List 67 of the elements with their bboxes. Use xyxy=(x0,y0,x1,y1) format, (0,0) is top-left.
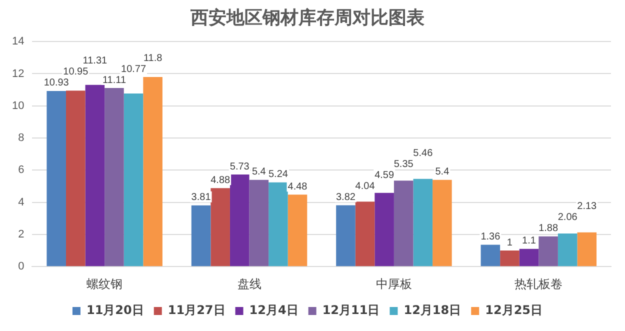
bar xyxy=(355,202,375,266)
bar xyxy=(538,236,558,266)
legend-label: 11月27日 xyxy=(168,303,226,318)
data-label: 11.31 xyxy=(82,56,108,67)
bar xyxy=(85,84,105,266)
bar xyxy=(46,90,66,266)
data-label: 4.59 xyxy=(374,170,394,181)
bar xyxy=(230,174,250,266)
legend-label: 11月20日 xyxy=(86,303,144,318)
y-tick-label: 6 xyxy=(18,164,24,176)
y-tick-label: 8 xyxy=(18,132,24,144)
bar xyxy=(558,233,578,266)
data-label: 5.4 xyxy=(252,166,266,178)
bar xyxy=(577,232,597,266)
y-tick-label: 2 xyxy=(18,228,24,240)
bar xyxy=(519,248,539,266)
data-label: 1.36 xyxy=(480,231,501,242)
data-label: 10.77 xyxy=(121,64,146,75)
bar xyxy=(124,94,144,266)
data-label: 11.8 xyxy=(143,52,163,64)
bar xyxy=(249,180,269,266)
data-label: 2.13 xyxy=(577,201,598,212)
data-label: 10.93 xyxy=(44,78,70,89)
bar xyxy=(374,192,394,266)
x-tick-label: 中厚板 xyxy=(376,277,412,292)
bar xyxy=(432,180,452,266)
bar xyxy=(394,180,414,266)
bar xyxy=(210,188,230,266)
bar xyxy=(66,90,86,266)
data-label: 4.48 xyxy=(288,181,308,192)
bar xyxy=(143,76,162,266)
data-label: 3.81 xyxy=(191,192,212,204)
bar xyxy=(104,88,124,266)
data-label: 3.82 xyxy=(336,192,356,203)
bar xyxy=(288,194,308,266)
chart-title: 西安地区钢材库存周对比图表 xyxy=(190,7,424,28)
data-label: 1 xyxy=(506,237,513,248)
data-label: 2.06 xyxy=(558,212,578,224)
x-tick-label: 盘线 xyxy=(237,277,262,292)
data-label: 1.1 xyxy=(522,236,536,247)
legend-label: 12月18日 xyxy=(404,303,462,318)
data-label: 10.95 xyxy=(63,66,89,78)
data-label: 5.46 xyxy=(413,148,434,159)
bar xyxy=(191,205,211,266)
bar xyxy=(480,244,500,266)
x-tick-label: 热轧板卷 xyxy=(514,277,563,292)
bar xyxy=(336,205,356,266)
y-tick-label: 12 xyxy=(12,68,24,80)
y-tick-label: 0 xyxy=(18,260,24,273)
data-label: 5.35 xyxy=(394,158,414,170)
data-label: 5.24 xyxy=(268,169,288,180)
data-label: 11.11 xyxy=(102,74,126,86)
data-label: 4.88 xyxy=(210,174,230,186)
data-label: 5.73 xyxy=(230,161,250,172)
legend-label: 12月11日 xyxy=(322,303,380,318)
data-label: 4.04 xyxy=(355,180,376,192)
bar xyxy=(268,182,288,266)
legend-label: 12月25日 xyxy=(485,303,543,318)
data-label: 1.88 xyxy=(538,223,558,234)
legend-label: 12月4日 xyxy=(249,303,298,318)
bar xyxy=(413,178,433,266)
y-tick-label: 10 xyxy=(12,100,24,112)
x-tick-label: 螺纹钢 xyxy=(86,277,123,292)
bar xyxy=(500,250,520,266)
data-label: 5.4 xyxy=(435,166,450,178)
y-tick-label: 4 xyxy=(18,196,24,208)
y-tick-label: 14 xyxy=(12,36,24,48)
